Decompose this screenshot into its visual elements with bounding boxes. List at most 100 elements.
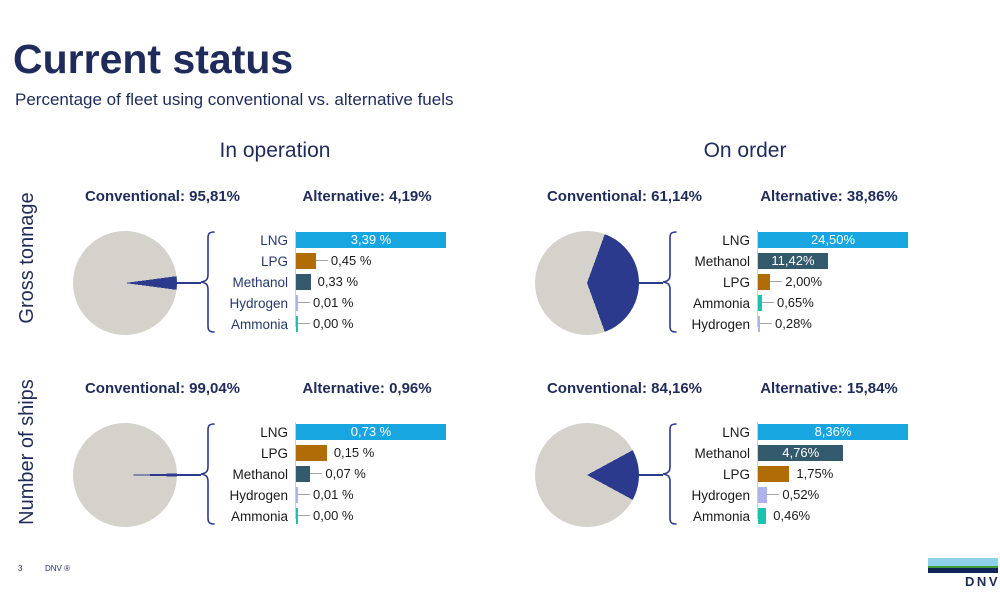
fuel-bar-row: Methanol 0,07 % — [216, 466, 466, 482]
logo-bar-lightblue — [928, 558, 998, 566]
fuel-bar-row: Ammonia 0,00 % — [216, 508, 466, 524]
conventional-stat: Conventional: 61,14% — [546, 188, 703, 205]
fuel-bar-row: Hydrogen 0,28% — [678, 316, 928, 332]
bar-axis-line — [295, 230, 296, 327]
fuel-label: LNG — [722, 232, 750, 248]
fuel-value: 0,33 % — [317, 274, 359, 289]
logo-text: DNV — [965, 574, 1000, 589]
fuel-label: Ammonia — [692, 295, 750, 311]
fuel-label: LPG — [260, 445, 288, 461]
fuel-bar-row: Methanol 11,42% — [678, 253, 928, 269]
bar-axis-line — [757, 230, 758, 327]
alternative-stat: Alternative: 38,86% — [760, 188, 898, 205]
fuel-bar-row: LNG 24,50% — [678, 232, 928, 248]
conventional-stat: Conventional: 84,16% — [546, 380, 703, 397]
fuel-bar — [758, 232, 908, 248]
brace-bracket — [200, 423, 215, 525]
fuel-bar — [296, 424, 446, 440]
leader-dash — [760, 323, 772, 324]
pie-connector-line — [175, 474, 201, 476]
fuel-bar-row: Ammonia 0,65% — [678, 295, 928, 311]
fuel-value: 1,75% — [796, 466, 834, 481]
bar-zone: 0,33 % — [296, 274, 466, 290]
fuel-value: 0,45 % — [330, 253, 372, 268]
page-subtitle: Percentage of fleet using conventional v… — [15, 90, 454, 109]
pie-connector-line — [175, 282, 201, 284]
pie-chart — [535, 231, 639, 335]
bar-zone: 0,00 % — [296, 508, 466, 524]
pie-chart — [73, 423, 177, 527]
fuel-label: Ammonia — [230, 508, 288, 524]
fuel-label: Hydrogen — [691, 487, 750, 503]
fuel-value: 0,00 % — [313, 316, 354, 331]
logo-bar-green — [928, 566, 998, 568]
fuel-label: Hydrogen — [229, 487, 288, 503]
fuel-bar — [296, 274, 311, 290]
bar-zone: 0,07 % — [296, 466, 466, 482]
chart-on-order-gross-tonnage: Conventional: 61,14% Alternative: 38,86%… — [522, 185, 942, 350]
fuel-bar — [296, 253, 316, 269]
fuel-value: 0,46% — [773, 508, 811, 523]
brace-bracket — [662, 231, 677, 333]
fuel-value: 0,15 % — [333, 445, 375, 460]
fuel-bar — [296, 508, 298, 524]
leader-dash — [761, 302, 774, 303]
alternative-stat: Alternative: 0,96% — [302, 380, 432, 397]
fuel-value: 0,07 % — [325, 466, 366, 481]
bar-zone: 0,65% — [758, 295, 928, 311]
fuel-value: 0,28% — [775, 316, 812, 331]
pie-chart — [535, 423, 639, 527]
fuel-bar — [758, 316, 760, 332]
leader-dash — [298, 494, 311, 495]
fuel-bar-row: LPG 2,00% — [678, 274, 928, 290]
fuel-value: 4,76% — [782, 445, 820, 460]
fuel-bar — [758, 487, 768, 503]
fuel-label: LNG — [260, 424, 288, 440]
fuel-bar — [296, 295, 298, 311]
fuel-value: 11,42% — [771, 253, 815, 268]
fuel-bar-row: LPG 0,15 % — [216, 445, 466, 461]
conventional-stat: Conventional: 95,81% — [84, 188, 241, 205]
bar-zone: 4,76% — [758, 445, 928, 461]
fuel-bar — [758, 274, 771, 290]
fuel-label: Methanol — [694, 253, 750, 269]
fuel-value: 0,73 % — [350, 424, 392, 439]
footer-brand: DNV ® — [45, 564, 71, 573]
fuel-bar-row: LNG 3,39 % — [216, 232, 466, 248]
fuel-bar — [296, 232, 446, 248]
fuel-bar-row: Hydrogen 0,52% — [678, 487, 928, 503]
fuel-value: 8,36% — [814, 424, 852, 439]
fuel-bar — [758, 508, 767, 524]
bar-zone: 24,50% — [758, 232, 928, 248]
bar-zone: 0,00 % — [296, 316, 466, 332]
conventional-stat: Conventional: 99,04% — [84, 380, 241, 397]
pie-connector-line — [637, 282, 663, 284]
fuel-bar-row: Hydrogen 0,01 % — [216, 295, 466, 311]
fuel-label: LPG — [722, 466, 750, 482]
fuel-value: 24,50% — [810, 232, 856, 247]
leader-dash — [310, 473, 323, 474]
leader-dash — [767, 494, 780, 495]
page-number: 3 — [18, 564, 23, 573]
fuel-bar-row: Methanol 0,33 % — [216, 274, 466, 290]
page-title: Current status — [13, 36, 294, 82]
fuel-label: Hydrogen — [229, 295, 288, 311]
chart-in-operation-number-of-ships: Conventional: 99,04% Alternative: 0,96% … — [60, 377, 480, 542]
fuel-label: LPG — [260, 253, 288, 269]
fuel-bar-row: Ammonia 0,46% — [678, 508, 928, 524]
fuel-value: 0,01 % — [313, 487, 354, 502]
bar-zone: 3,39 % — [296, 232, 466, 248]
fuel-label: LNG — [722, 424, 750, 440]
fuel-bar — [296, 466, 311, 482]
fuel-label: Hydrogen — [691, 316, 750, 332]
fuel-bar — [296, 487, 299, 503]
bar-zone: 0,28% — [758, 316, 928, 332]
bar-zone: 2,00% — [758, 274, 928, 290]
fuel-bar — [758, 445, 844, 461]
fuel-bar-row: LPG 0,45 % — [216, 253, 466, 269]
fuel-label: Ammonia — [230, 316, 288, 332]
leader-dash — [770, 281, 783, 282]
fuel-bar — [296, 316, 298, 332]
bar-zone: 0,46% — [758, 508, 928, 524]
